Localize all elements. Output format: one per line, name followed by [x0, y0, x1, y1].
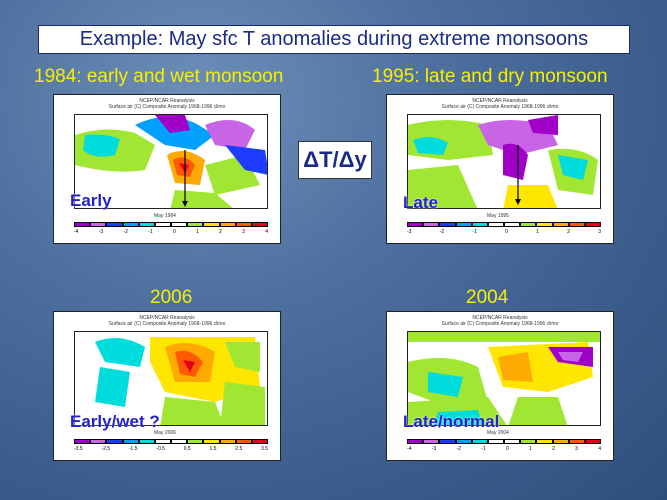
panel-title-1984: 1984: early and wet monsoon — [34, 66, 284, 87]
colorbar-ticks: -4 -3 -2 -1 0 1 2 3 4 — [407, 446, 601, 452]
anomaly-map — [74, 331, 268, 426]
map-header: NCEP/NCAR Reanalysis Surface air (C) Com… — [108, 98, 226, 110]
panel-title-2006: 2006 — [150, 287, 193, 308]
map-caption: May 2004 — [487, 430, 509, 436]
map-1984: NCEP/NCAR Reanalysis Surface air (C) Com… — [53, 94, 281, 244]
colorbar-ticks: -3 -2 -1 0 1 2 3 — [407, 229, 601, 235]
colorbar — [407, 439, 602, 444]
anomaly-map — [74, 114, 268, 209]
panel-title-2004: 2004 — [466, 287, 509, 308]
map-2004: NCEP/NCAR Reanalysis Surface air (C) Com… — [386, 311, 614, 461]
map-header: NCEP/NCAR Reanalysis Surface air (C) Com… — [441, 315, 559, 327]
colorbar — [74, 439, 269, 444]
map-label: Early — [70, 191, 112, 210]
map-caption: May 1984 — [154, 213, 176, 219]
map-header: NCEP/NCAR Reanalysis Surface air (C) Com… — [108, 315, 226, 327]
anomaly-map — [407, 114, 601, 209]
panel-title-1995: 1995: late and dry monsoon — [372, 66, 608, 87]
map-caption: May 1995 — [487, 213, 509, 219]
map-label: Late/normal — [403, 412, 500, 431]
map-label: Late — [403, 193, 438, 212]
colorbar-ticks: -4 -3 -2 -1 0 1 2 3 4 — [74, 229, 268, 235]
map-label: Early/wet ? — [70, 412, 160, 431]
map-1995: NCEP/NCAR Reanalysis Surface air (C) Com… — [386, 94, 614, 244]
delta-t-box: ΔT/Δy — [298, 141, 372, 179]
map-caption: May 2006 — [154, 430, 176, 436]
map-2006: NCEP/NCAR Reanalysis Surface air (C) Com… — [53, 311, 281, 461]
colorbar-ticks: -3.5 -2.5 -1.5 -0.5 0.5 1.5 2.5 3.5 — [74, 446, 268, 452]
anomaly-map — [407, 331, 601, 426]
map-header: NCEP/NCAR Reanalysis Surface air (C) Com… — [441, 98, 559, 110]
colorbar — [74, 222, 269, 227]
colorbar — [407, 222, 602, 227]
slide-title: Example: May sfc T anomalies during extr… — [38, 25, 630, 54]
